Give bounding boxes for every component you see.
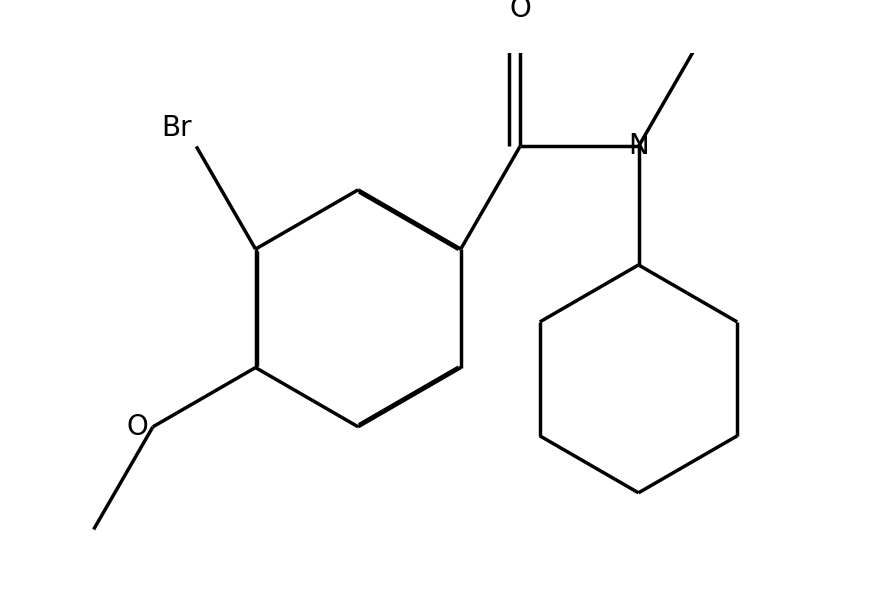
Text: Br: Br <box>161 114 192 142</box>
Text: N: N <box>629 133 649 160</box>
Text: O: O <box>509 0 531 23</box>
Text: O: O <box>126 413 149 441</box>
